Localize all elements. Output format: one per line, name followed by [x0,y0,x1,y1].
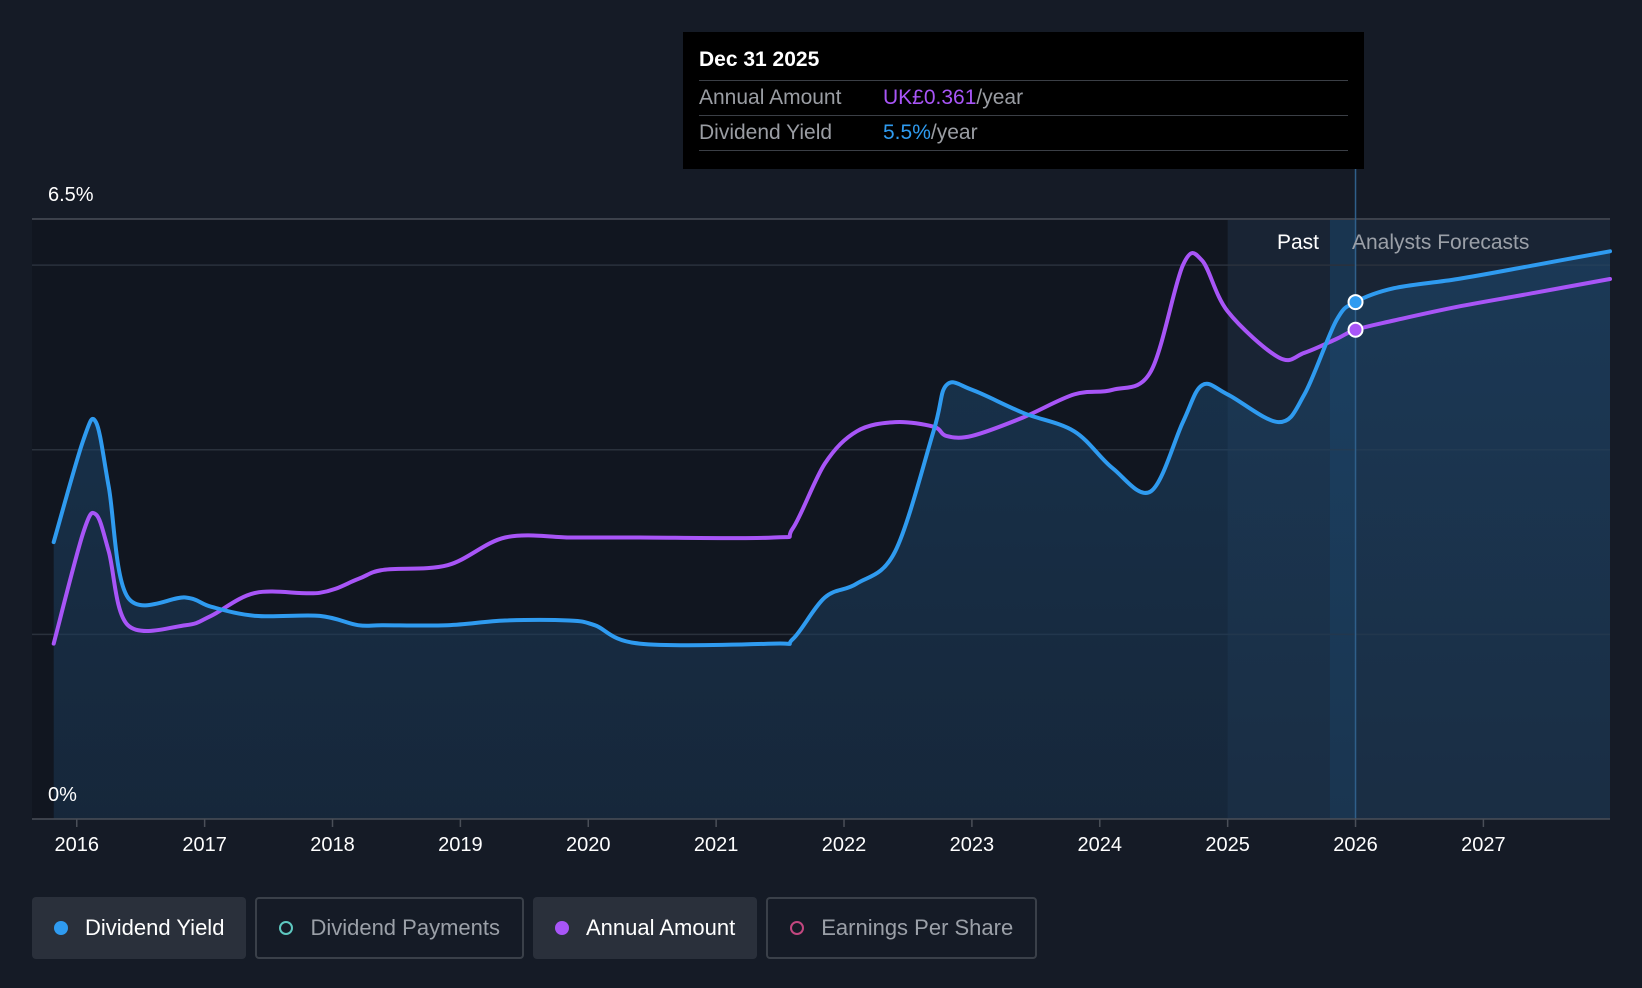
x-tick-label: 2025 [1205,834,1250,856]
earnings-per-share-ring-icon [790,921,805,935]
legend-label: Dividend Payments [310,915,500,940]
dividend-yield-line [51,249,1612,648]
chart-tooltip: Dec 31 2025 Annual Amount UK£0.361/year … [683,32,1364,169]
past-label: Past [1277,231,1319,254]
x-tick-label: 2016 [55,834,100,856]
annual-amount-marker [1347,321,1364,338]
legend-dividend-yield[interactable]: Dividend Yield [32,897,247,959]
x-tick-label: 2018 [310,834,355,856]
x-tick-label: 2026 [1333,834,1378,856]
y-label-bottom: 0% [48,784,77,806]
x-tick-label: 2019 [438,834,483,856]
dividend-yield-dot-icon [54,921,68,935]
forecast-label: Analysts Forecasts [1352,231,1529,254]
tooltip-value: UK£0.361 [883,86,977,109]
tooltip-label: Dividend Yield [699,121,833,144]
legend-earnings-per-share[interactable]: Earnings Per Share [766,897,1038,959]
x-tick-label: 2017 [182,834,227,856]
x-tick-label: 2020 [566,834,611,856]
tooltip-row-annual-amount: Annual Amount UK£0.361/year [699,81,1348,116]
legend-dividend-payments[interactable]: Dividend Payments [255,897,524,959]
legend-label: Earnings Per Share [821,915,1014,940]
tooltip-row-dividend-yield: Dividend Yield 5.5%/year [699,116,1348,151]
tooltip-label: Annual Amount [699,86,842,109]
tooltip-unit: /year [976,86,1024,109]
legend-annual-amount[interactable]: Annual Amount [532,897,758,959]
yield-area-fill [53,251,1611,820]
x-tick-label: 2027 [1461,834,1506,856]
chart-legend: Dividend Yield Dividend Payments Annual … [32,897,1038,959]
tooltip-value: 5.5% [883,121,931,144]
legend-label: Dividend Yield [85,915,225,940]
y-label-top: 6.5% [48,184,94,206]
annual-amount-line [51,251,1612,646]
x-tick-label: 2023 [950,834,995,856]
legend-label: Annual Amount [585,915,736,940]
tooltip-date: Dec 31 2025 [699,46,1348,81]
x-tick-label: 2022 [822,834,867,856]
x-tick-label: 2024 [1078,834,1123,856]
tooltip-unit: /year [930,121,978,144]
dividend-payments-ring-icon [279,921,294,935]
dividend-yield-marker [1347,294,1364,311]
annual-amount-dot-icon [554,921,569,935]
x-tick-label: 2021 [694,834,739,856]
